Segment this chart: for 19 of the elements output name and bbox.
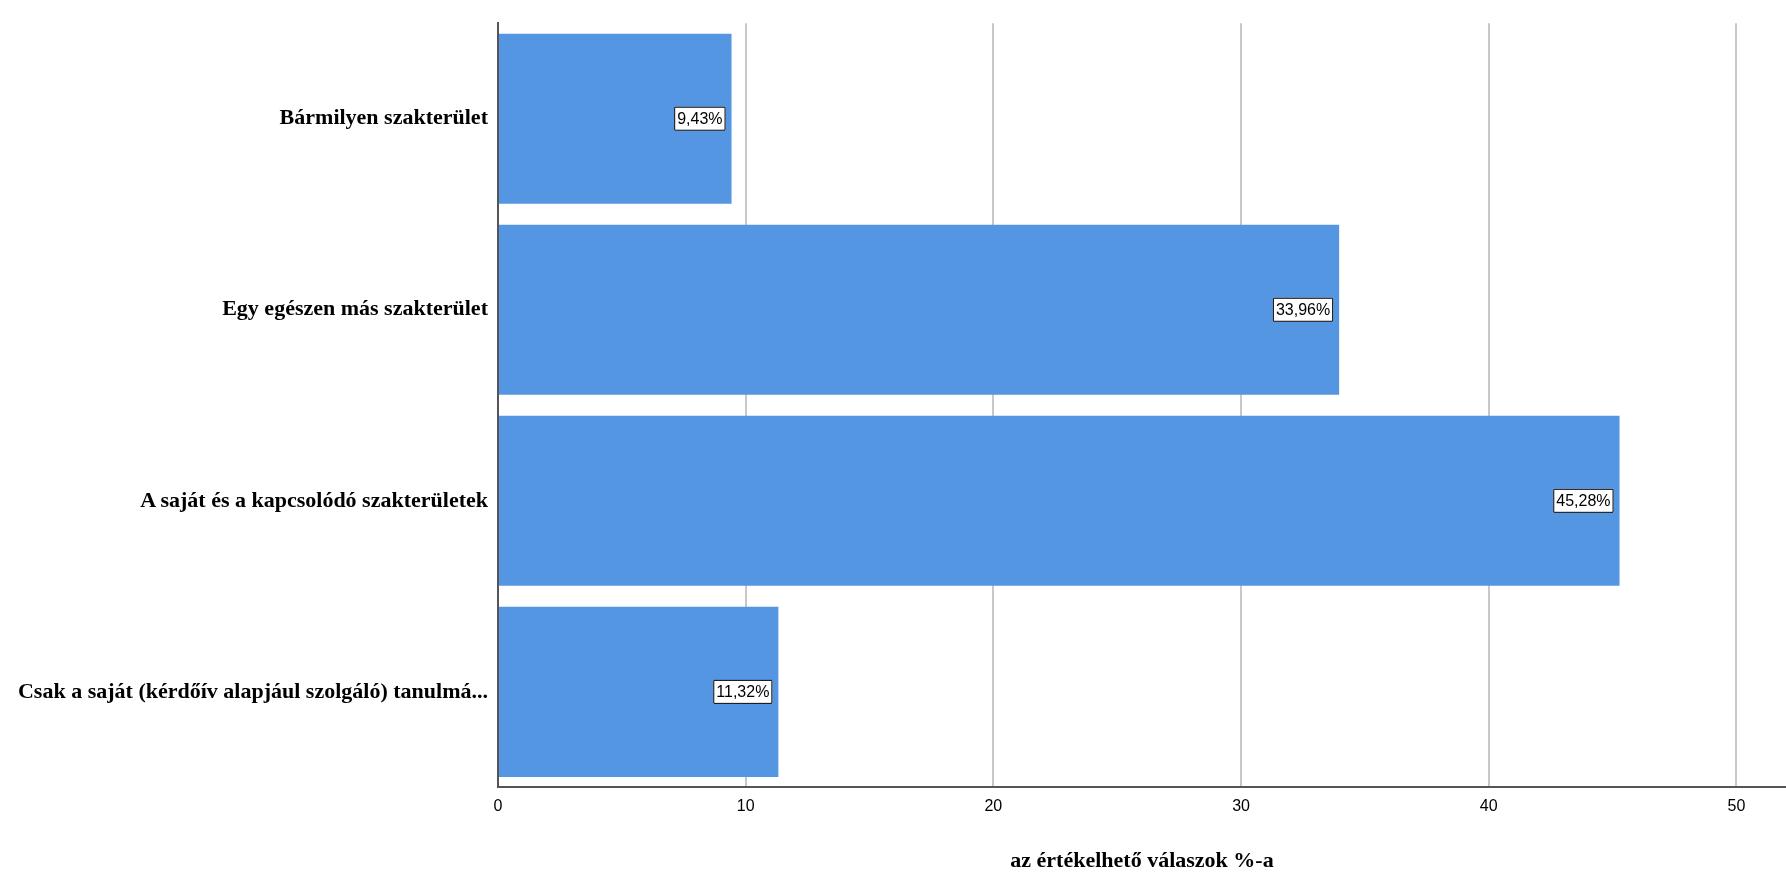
y-tick-label: Csak a saját (kérdőív alapjául szolgáló) tanulmá...	[17, 677, 488, 703]
data-label: 45,28%	[1556, 492, 1611, 510]
x-axis-title: az értékelhető válaszok %-a	[1010, 847, 1274, 873]
data-label: 33,96%	[1275, 301, 1331, 319]
x-tick-label: 0	[493, 797, 503, 815]
x-tick-label: 40	[1479, 797, 1498, 815]
bar	[498, 606, 779, 777]
data-label: 11,32%	[716, 683, 770, 701]
x-tick-label: 30	[1232, 797, 1251, 815]
data-label: 9,43%	[677, 110, 723, 128]
y-tick-label: Bármilyen szakterület	[279, 104, 489, 130]
y-tick-label: A saját és a kapcsolódó szakterületek	[140, 486, 489, 512]
x-tick-label: 20	[984, 797, 1003, 815]
bar	[498, 224, 1340, 395]
x-tick-label: 50	[1727, 797, 1746, 815]
bar	[498, 415, 1620, 586]
y-tick-label: Egy egészen más szakterület	[222, 295, 489, 321]
x-tick-label: 10	[736, 797, 755, 815]
bar	[498, 33, 732, 204]
